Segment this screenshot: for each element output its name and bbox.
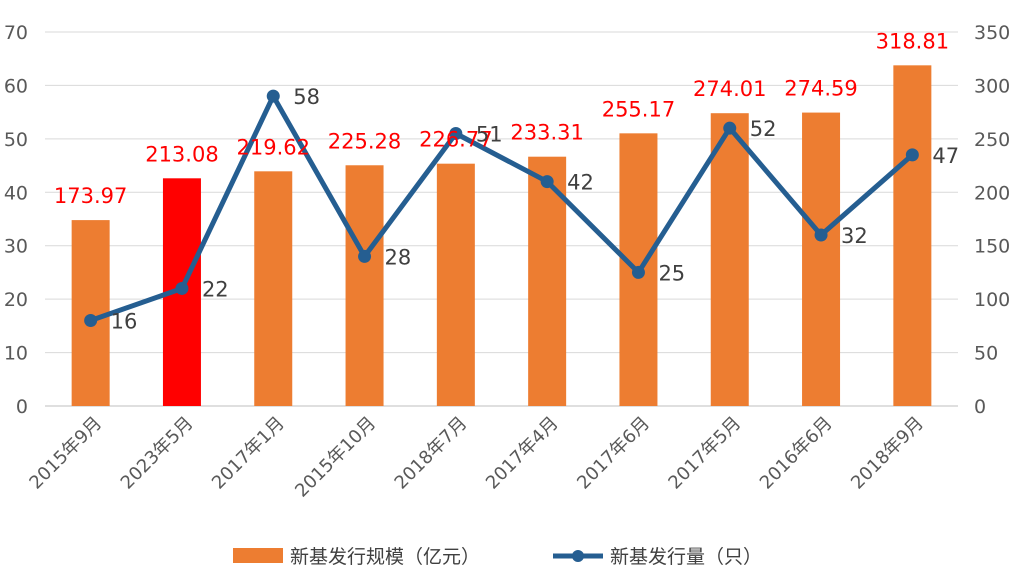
bar-data-label: 213.08 <box>145 142 218 166</box>
legend-marker-line <box>572 550 584 562</box>
bar-data-label: 274.59 <box>784 77 857 101</box>
line-data-label: 52 <box>750 117 777 141</box>
bar <box>710 113 749 406</box>
bar-data-label: 274.01 <box>693 77 766 101</box>
bar-data-label: 318.81 <box>876 29 949 53</box>
category-tick-label: 2017年4月 <box>482 413 563 494</box>
legend: 新基发行规模（亿元） 新基发行量（只） <box>233 546 762 568</box>
right-axis-tick-label: 300 <box>974 75 1010 97</box>
line-data-labels: 16 22 58 28 51 42 25 52 32 47 <box>111 85 959 333</box>
left-axis-tick-label: 0 <box>16 396 28 418</box>
right-axis-tick-label: 0 <box>974 396 986 418</box>
category-tick-label: 2017年5月 <box>664 413 745 494</box>
bar <box>254 171 293 406</box>
line-point <box>175 281 189 295</box>
line-data-label: 42 <box>567 171 594 195</box>
bar <box>528 156 567 406</box>
left-y-axis: 0 10 20 30 40 50 60 70 <box>4 22 28 418</box>
line-data-label: 28 <box>385 245 412 269</box>
bar-data-label: 226.77 <box>419 128 492 152</box>
series-line <box>89 93 914 323</box>
legend-swatch-bar <box>233 548 283 563</box>
bar <box>893 65 932 407</box>
line-point <box>631 265 645 279</box>
line-data-label: 25 <box>658 261 685 285</box>
line-point <box>905 148 919 162</box>
line-data-label: 32 <box>841 224 868 248</box>
legend-label-bar: 新基发行规模（亿元） <box>290 546 480 568</box>
bar <box>436 163 475 406</box>
category-tick-label: 2017年1月 <box>208 413 289 494</box>
left-axis-tick-label: 50 <box>4 129 28 151</box>
line-data-label: 16 <box>111 310 138 334</box>
right-axis-tick-label: 200 <box>974 182 1010 204</box>
category-tick-label: 2018年9月 <box>847 413 928 494</box>
bar-data-label: 255.17 <box>602 97 675 121</box>
bar <box>71 220 110 406</box>
left-axis-tick-label: 60 <box>4 75 28 97</box>
bar <box>802 112 841 407</box>
bar-data-label: 173.97 <box>54 184 127 208</box>
line-point <box>723 121 737 135</box>
line-data-label: 58 <box>293 85 320 109</box>
line-point <box>814 228 828 242</box>
left-axis-tick-label: 40 <box>4 182 28 204</box>
right-axis-tick-label: 150 <box>974 236 1010 258</box>
line-point <box>84 314 98 328</box>
bar-data-label: 233.31 <box>510 121 583 145</box>
bar-data-label: 225.28 <box>328 129 401 153</box>
right-axis-tick-label: 100 <box>974 289 1010 311</box>
right-y-axis: 0 50 100 150 200 250 300 350 <box>974 22 1010 418</box>
bar <box>345 165 384 406</box>
line-series <box>84 89 919 328</box>
legend-label-line: 新基发行量（只） <box>610 546 762 568</box>
left-axis-tick-label: 10 <box>4 343 28 365</box>
bar-data-label: 219.62 <box>237 135 310 159</box>
left-axis-tick-label: 30 <box>4 236 28 258</box>
left-axis-tick-label: 70 <box>4 22 28 44</box>
line-data-label: 51 <box>476 123 503 147</box>
bar-data-labels: 173.97 213.08 219.62 225.28 226.77 233.31 255.… <box>54 29 949 208</box>
category-tick-label: 2016年6月 <box>756 413 837 494</box>
category-tick-label: 2015年10月 <box>291 413 380 502</box>
right-axis-tick-label: 50 <box>974 343 998 365</box>
line-point <box>540 175 554 189</box>
line-point <box>266 89 280 103</box>
left-axis-tick-label: 20 <box>4 289 28 311</box>
line-point <box>358 249 372 263</box>
category-tick-label: 2018年7月 <box>391 413 472 494</box>
bar-series <box>71 65 932 407</box>
category-tick-label: 2023年5月 <box>117 413 198 494</box>
line-point <box>449 127 463 141</box>
line-data-label: 22 <box>202 277 229 301</box>
category-tick-label: 2017年6月 <box>573 413 654 494</box>
right-axis-tick-label: 250 <box>974 129 1010 151</box>
right-axis-tick-label: 350 <box>974 22 1010 44</box>
category-tick-label: 2015年9月 <box>25 413 106 494</box>
line-data-label: 47 <box>932 144 959 168</box>
x-axis: 2015年9月 2023年5月 2017年1月 2015年10月 2018年7月 2017… <box>25 413 927 502</box>
